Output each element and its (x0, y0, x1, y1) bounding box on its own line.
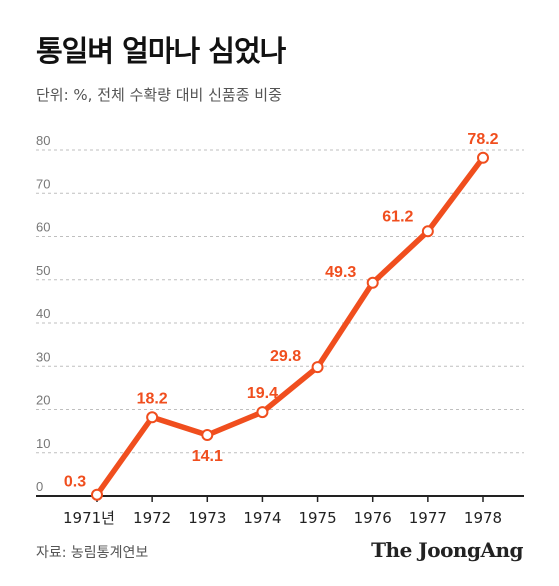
data-point (146, 411, 159, 424)
series-line (94, 155, 486, 498)
data-point (421, 225, 434, 238)
y-tick-label: 60 (36, 220, 50, 235)
x-tick-label: 1972 (133, 509, 171, 527)
data-point (477, 151, 489, 164)
data-label: 29.8 (270, 348, 301, 365)
chart-subtitle: 단위: %, 전체 수확량 대비 신품종 비중 (36, 86, 282, 104)
data-label: 49.3 (325, 264, 356, 281)
data-label: 0.3 (64, 474, 86, 491)
x-tick-label: 1974 (243, 509, 281, 527)
chart-title: 통일벼 얼마나 심었나 (36, 34, 286, 68)
y-tick-label: 80 (36, 133, 50, 148)
data-label: 78.2 (467, 131, 498, 148)
source-note: 자료: 농림통계연보 (36, 545, 149, 561)
x-axis (36, 495, 524, 502)
x-tick-label: 1973 (188, 509, 226, 527)
y-tick-labels: 0 10 20 30 40 50 60 70 80 (36, 133, 50, 494)
grid-lines (36, 149, 524, 454)
data-label: 18.2 (137, 390, 168, 407)
data-point (91, 488, 103, 501)
publisher-logo: The JoongAng (371, 538, 523, 562)
x-tick-label: 1977 (409, 509, 447, 527)
data-point (256, 406, 269, 419)
y-tick-label: 30 (36, 349, 50, 364)
data-label: 14.1 (192, 448, 223, 465)
y-tick-label: 50 (36, 263, 50, 278)
x-tick-label: 1976 (354, 509, 392, 527)
x-tick-labels: 1971년 1972 1973 1974 1975 1976 1977 1978 (63, 509, 502, 527)
series-line-path (94, 155, 486, 498)
x-tick-label: 1971년 (63, 509, 115, 527)
y-tick-label: 10 (36, 436, 50, 451)
data-point (201, 429, 214, 442)
y-tick-label: 70 (36, 176, 50, 191)
x-tick-label: 1975 (298, 509, 336, 527)
data-label: 19.4 (247, 385, 278, 402)
y-tick-label: 0 (36, 479, 43, 494)
y-tick-label: 40 (36, 306, 50, 321)
data-points (91, 151, 489, 501)
data-point (366, 276, 379, 289)
data-point (311, 361, 324, 374)
y-tick-label: 20 (36, 393, 50, 408)
x-tick-label: 1978 (464, 509, 502, 527)
data-label: 61.2 (382, 208, 413, 225)
data-labels: 0.3 18.2 14.1 19.4 29.8 49.3 61.2 78.2 (64, 131, 499, 491)
